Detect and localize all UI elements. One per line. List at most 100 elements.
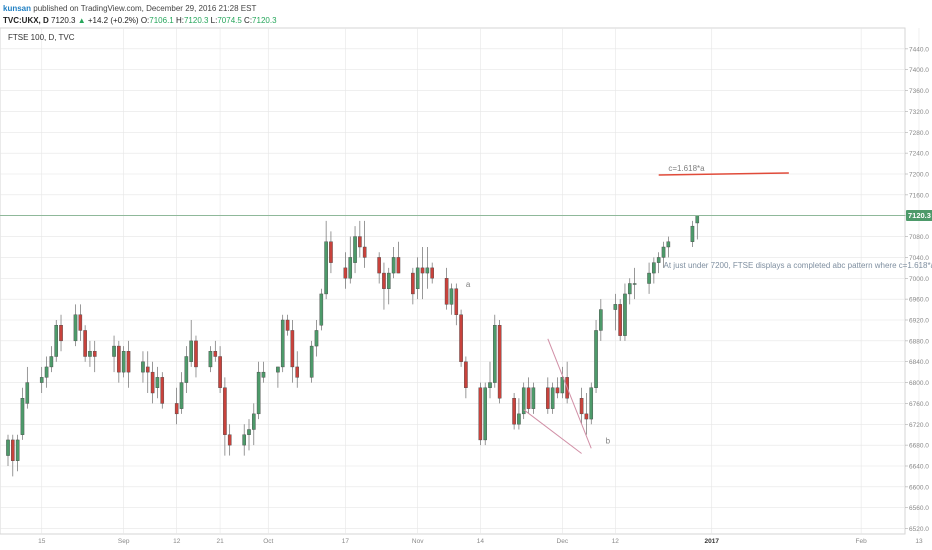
candle-body — [618, 304, 622, 336]
wave-a-label: a — [466, 280, 471, 289]
candle-body — [208, 351, 213, 368]
y-tick-label: 6600.0 — [909, 484, 929, 491]
candle-body — [126, 351, 131, 373]
candle-body — [242, 434, 246, 446]
candle-body — [88, 351, 92, 357]
candle-body — [560, 377, 565, 394]
candle-body — [223, 387, 227, 435]
wedge-lower-line[interactable] — [523, 409, 582, 454]
y-tick-label: 6520.0 — [909, 526, 929, 533]
candle-body — [493, 325, 497, 383]
candle-body — [589, 387, 594, 420]
candle-body — [285, 319, 290, 331]
candle-body — [550, 387, 555, 409]
candle-body — [213, 351, 218, 357]
y-tick-label: 7280.0 — [909, 130, 929, 137]
low-label: L: — [210, 16, 218, 25]
ohlc-line: TVC:UKX, D 7120.3 ▲ +14.2 (+0.2%) O:7106… — [3, 16, 277, 25]
price-axis[interactable]: 6520.0 6560.0 6600.0 6640.0 6680.0 6720.0 6760… — [905, 46, 929, 533]
candle-body — [632, 283, 637, 285]
candle-body — [276, 366, 280, 373]
x-tick-label: 17 — [342, 538, 350, 545]
y-tick-label: 7400.0 — [909, 67, 929, 74]
candle-body — [497, 325, 502, 399]
candles — [6, 215, 700, 477]
plot-area[interactable] — [0, 27, 906, 535]
close-value: 7120.3 — [252, 16, 277, 25]
candle-body — [189, 340, 193, 362]
x-tick-label: Sep — [118, 538, 130, 545]
candle-body — [179, 382, 184, 409]
candle-body — [459, 314, 463, 362]
y-tick-label: 7160.0 — [909, 192, 929, 199]
y-tick-label: 6680.0 — [909, 443, 929, 450]
candle-body — [647, 272, 651, 284]
candle-body — [78, 314, 83, 331]
candle-body — [521, 387, 526, 415]
candle-body — [44, 366, 49, 378]
candle-body — [478, 387, 483, 441]
candle-body — [25, 382, 30, 404]
candle-body — [15, 439, 20, 461]
candle-body — [261, 371, 266, 378]
x-tick-label: 13 — [915, 538, 923, 545]
candle-body — [444, 278, 449, 305]
candle-body — [290, 330, 295, 368]
x-tick-label: Feb — [856, 538, 868, 545]
candle-body — [454, 288, 459, 315]
x-tick-label: Dec — [557, 538, 569, 545]
open-value: 7106.1 — [149, 16, 174, 25]
candle-body — [112, 345, 116, 357]
candle-body — [324, 241, 328, 295]
candle-body — [256, 371, 261, 415]
candle-body — [141, 361, 145, 373]
candle-body — [121, 351, 126, 373]
candle-body — [382, 272, 386, 289]
candle-body — [623, 293, 627, 336]
y-tick-label: 6920.0 — [909, 318, 929, 325]
y-tick-label: 7080.0 — [909, 234, 929, 241]
candle-body — [411, 272, 415, 295]
x-tick-label: 2017 — [704, 538, 719, 545]
candle-body — [362, 246, 367, 258]
candle-body — [194, 340, 198, 368]
candle-body — [666, 241, 671, 248]
candle-body — [174, 403, 179, 415]
candle-body — [695, 215, 700, 224]
candle-body — [227, 434, 232, 446]
candle-body — [247, 429, 251, 435]
candle-body — [20, 398, 25, 435]
analysis-comment: At just under 7200, FTSE displays a comp… — [664, 261, 932, 270]
x-tick-label: Nov — [412, 538, 424, 545]
drawings: c=1.618*a At just under 7200, FTSE displ… — [466, 164, 932, 454]
candle-body — [83, 330, 87, 357]
candle-body — [348, 257, 353, 279]
up-arrow-icon: ▲ — [77, 16, 86, 25]
time-axis[interactable]: 15Sep1221Oct17Nov14Dec122017Feb13Mar13 — [38, 538, 932, 545]
wave-b-label: b — [606, 437, 611, 446]
candle-body — [73, 314, 78, 342]
chart-title: FTSE 100, D, TVC — [8, 33, 75, 42]
y-tick-label: 6800.0 — [909, 380, 929, 387]
x-tick-label: 12 — [612, 538, 620, 545]
candle-body — [579, 398, 584, 415]
x-tick-label: 21 — [216, 538, 224, 545]
candle-body — [599, 309, 603, 331]
y-tick-label: 7320.0 — [909, 109, 929, 116]
last-price-badge-text: 7120.3 — [908, 211, 931, 220]
candle-body — [526, 387, 531, 409]
low-value: 7074.5 — [217, 16, 242, 25]
candle-body — [517, 413, 521, 425]
candle-body — [415, 267, 420, 289]
y-tick-label: 7200.0 — [909, 172, 929, 179]
open-label: O: — [140, 16, 150, 25]
wedge-upper-line[interactable] — [547, 338, 592, 449]
publish-line: kunsan published on TradingView.com, Dec… — [3, 4, 256, 13]
target-line[interactable] — [658, 172, 789, 176]
username[interactable]: kunsan — [3, 4, 32, 13]
candle-body — [613, 304, 618, 310]
candle-body — [6, 439, 10, 456]
candle-body — [512, 398, 516, 425]
candle-body — [627, 283, 632, 295]
